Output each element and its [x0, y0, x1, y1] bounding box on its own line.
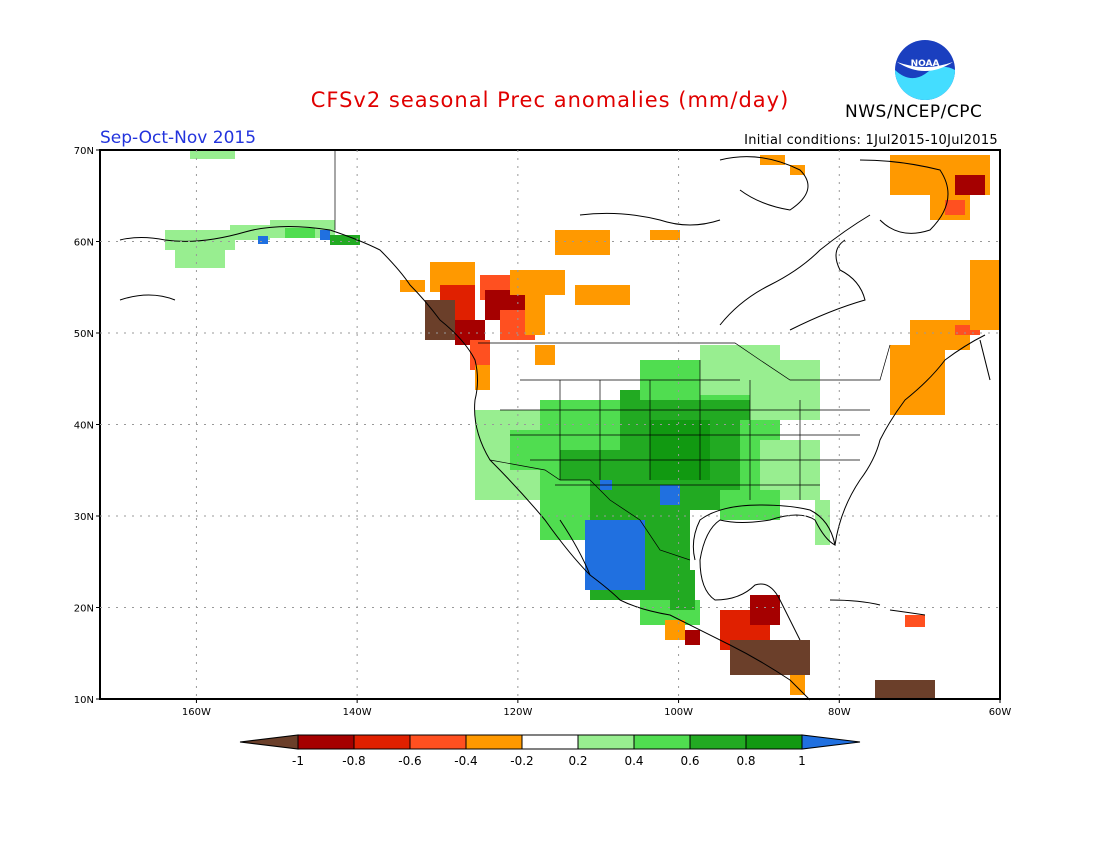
colorbar-segment: [409, 734, 467, 750]
lon-label: 160W: [182, 707, 211, 718]
colorbar-label: -0.4: [454, 754, 477, 768]
initial-conditions-label: Initial conditions: 1Jul2015-10Jul2015: [744, 133, 998, 148]
colorbar-label: 0.6: [680, 754, 699, 768]
colorbar-right-arrow: [801, 734, 861, 750]
lon-label: 100W: [664, 707, 693, 718]
map-frame: [96, 149, 1001, 703]
lon-label: 80W: [828, 707, 851, 718]
lat-label: 40N: [74, 421, 94, 432]
colorbar-segment: [465, 734, 523, 750]
colorbar: [239, 734, 861, 750]
lon-label: 60W: [989, 707, 1012, 718]
lat-label: 70N: [74, 146, 94, 157]
lat-label: 50N: [74, 329, 94, 340]
colorbar-label: -0.6: [398, 754, 421, 768]
lat-label: 20N: [74, 604, 94, 615]
colorbar-segment: [521, 734, 579, 750]
borders: [334, 150, 891, 561]
colorbar-labels: -1 -0.8 -0.6 -0.4 -0.2 0.2 0.4 0.6 0.8 1: [292, 754, 806, 768]
colorbar-label: 1: [798, 754, 806, 768]
noaa-logo: NOAA: [895, 40, 955, 100]
colorbar-label: 0.2: [568, 754, 587, 768]
colorbar-left-arrow: [239, 734, 299, 750]
coastlines: [119, 156, 991, 701]
lat-label: 30N: [74, 512, 94, 523]
logo-text: NOAA: [911, 59, 940, 69]
lon-label: 120W: [503, 707, 532, 718]
lat-label: 10N: [74, 695, 94, 706]
colorbar-segment: [577, 734, 635, 750]
colorbar-segment: [745, 734, 803, 750]
map-title: CFSv2 seasonal Prec anomalies (mm/day): [310, 88, 790, 112]
colorbar-segment: [297, 734, 355, 750]
lat-label: 60N: [74, 238, 94, 249]
period-label: Sep-Oct-Nov 2015: [100, 128, 257, 148]
colorbar-segment: [353, 734, 411, 750]
anomaly-shading: [165, 150, 1000, 700]
colorbar-segment: [633, 734, 691, 750]
lat-labels: 70N 60N 50N 40N 30N 20N 10N: [74, 146, 94, 706]
colorbar-label: -0.8: [342, 754, 365, 768]
colorbar-label: -0.2: [510, 754, 533, 768]
colorbar-segment: [689, 734, 747, 750]
lon-label: 140W: [343, 707, 372, 718]
lon-labels: 160W 140W 120W 100W 80W 60W: [182, 707, 1011, 718]
colorbar-label: -1: [292, 754, 304, 768]
agency-label: NWS/NCEP/CPC: [845, 102, 983, 122]
colorbar-label: 0.8: [736, 754, 755, 768]
colorbar-label: 0.4: [624, 754, 643, 768]
